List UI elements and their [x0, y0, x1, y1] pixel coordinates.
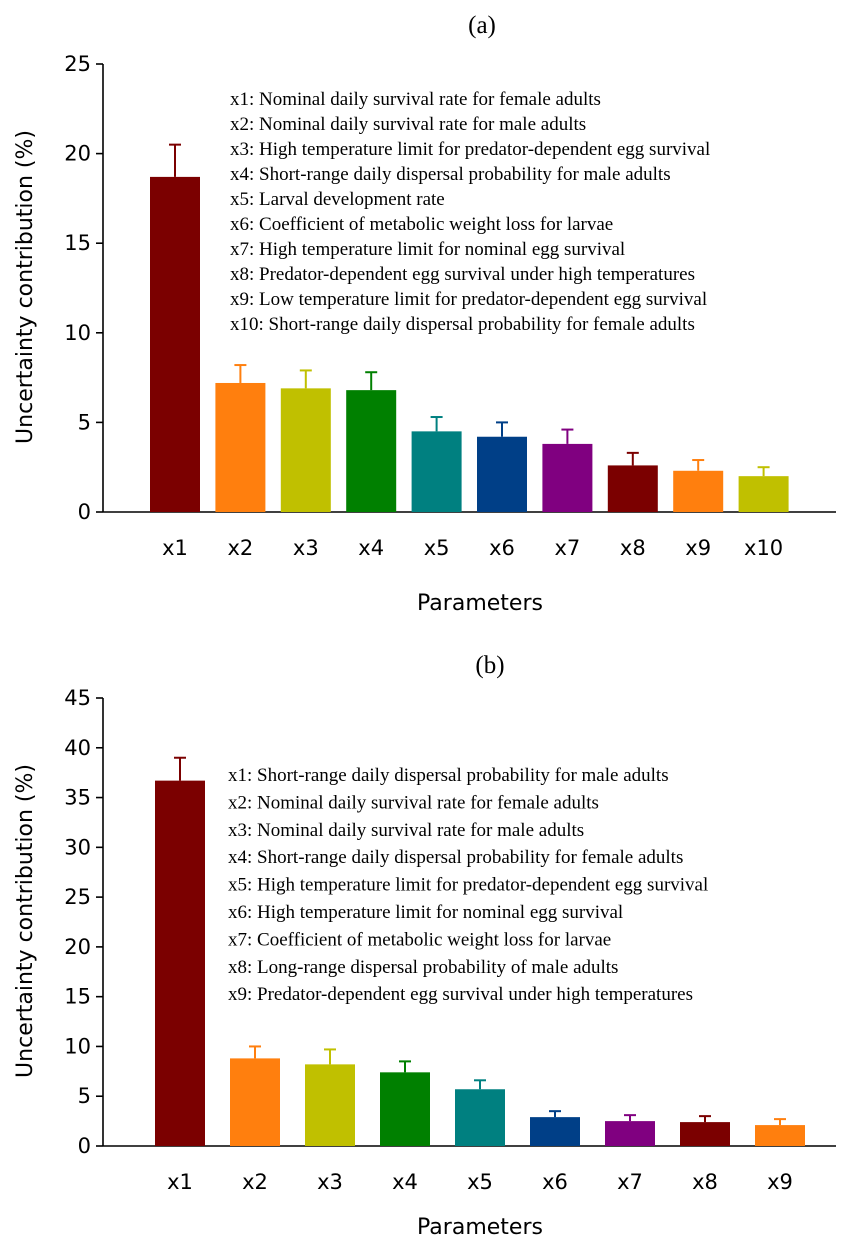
- x-tick-label: x5: [467, 1170, 493, 1194]
- x-tick-label: x4: [358, 536, 384, 560]
- x-tick-label: x2: [242, 1170, 268, 1194]
- legend-entry: x2: Nominal daily survival rate for male…: [230, 114, 586, 135]
- legend-entry: x6: High temperature limit for nominal e…: [228, 902, 623, 923]
- bar-x5: [411, 431, 462, 512]
- legend-entry: x4: Short-range daily dispersal probabil…: [230, 164, 671, 185]
- bar-x3: [280, 388, 331, 512]
- y-tick-label: 20: [64, 142, 91, 166]
- legend-entry: x3: Nominal daily survival rate for male…: [228, 820, 584, 841]
- legend-entry: x9: Predator-dependent egg survival unde…: [228, 984, 693, 1005]
- legend-entry: x10: Short-range daily dispersal probabi…: [230, 314, 695, 335]
- chart-title: (a): [468, 12, 496, 39]
- bar-x3: [305, 1064, 355, 1146]
- y-tick-label: 25: [64, 885, 91, 909]
- x-axis-label: Parameters: [417, 591, 543, 616]
- y-tick-label: 5: [78, 1084, 91, 1108]
- bar-x10: [738, 476, 789, 512]
- legend-entry: x7: Coefficient of metabolic weight loss…: [228, 929, 611, 950]
- x-tick-label: x3: [293, 536, 319, 560]
- x-tick-label: x8: [620, 536, 646, 560]
- bar-x1: [150, 176, 200, 512]
- bar-x4: [380, 1072, 430, 1146]
- y-axis-label: Uncertainty contribution (%): [13, 130, 38, 444]
- legend-entry: x4: Short-range daily dispersal probabil…: [228, 847, 683, 868]
- bar-x8: [607, 465, 658, 512]
- y-tick-label: 10: [64, 1034, 91, 1058]
- x-tick-label: x7: [555, 536, 581, 560]
- x-tick-label: x1: [167, 1170, 193, 1194]
- y-tick-label: 15: [64, 231, 91, 255]
- chart-panel-a: (a) Uncertainty contribution (%) Paramet…: [13, 12, 836, 616]
- x-tick-label: x9: [685, 536, 711, 560]
- y-axis-label: Uncertainty contribution (%): [13, 764, 38, 1078]
- y-tick-label: 0: [78, 1134, 91, 1158]
- x-tick-label: x7: [617, 1170, 643, 1194]
- bar-x7: [605, 1121, 655, 1146]
- bar-x2: [230, 1058, 280, 1146]
- bar-x8: [680, 1122, 730, 1146]
- legend-entry: x3: High temperature limit for predator-…: [230, 139, 710, 160]
- bar-x9: [755, 1125, 805, 1146]
- x-tick-label: x8: [692, 1170, 718, 1194]
- legend-entry: x2: Nominal daily survival rate for fema…: [228, 792, 599, 813]
- y-tick-label: 10: [64, 321, 91, 345]
- legend-entry: x6: Coefficient of metabolic weight loss…: [230, 214, 613, 235]
- chart-title: (b): [475, 652, 504, 679]
- legend-entry: x1: Short-range daily dispersal probabil…: [228, 765, 669, 786]
- x-tick-label: x6: [542, 1170, 568, 1194]
- legend-entry: x7: High temperature limit for nominal e…: [230, 239, 625, 260]
- y-tick-label: 35: [64, 786, 91, 810]
- x-axis-label: Parameters: [417, 1215, 543, 1239]
- legend-entry: x5: High temperature limit for predator-…: [228, 875, 708, 896]
- x-tick-label: x10: [744, 536, 783, 560]
- x-tick-label: x4: [392, 1170, 418, 1194]
- legend-entry: x8: Predator-dependent egg survival unde…: [230, 264, 695, 285]
- legend-entry: x9: Low temperature limit for predator-d…: [230, 289, 707, 310]
- legend-entry: x8: Long-range dispersal probability of …: [228, 957, 618, 978]
- x-tick-label: x9: [767, 1170, 793, 1194]
- bar-x1: [155, 780, 205, 1146]
- y-tick-label: 15: [64, 985, 91, 1009]
- y-tick-label: 30: [64, 835, 91, 859]
- x-tick-label: x5: [424, 536, 450, 560]
- legend-entry: x5: Larval development rate: [230, 189, 445, 210]
- bar-x2: [215, 382, 266, 512]
- chart-panel-b: (b) Uncertainty contribution (%) Paramet…: [13, 652, 836, 1239]
- y-tick-label: 0: [78, 500, 91, 524]
- bar-x7: [542, 443, 593, 512]
- y-tick-label: 20: [64, 935, 91, 959]
- x-tick-label: x2: [228, 536, 254, 560]
- y-tick-label: 40: [64, 736, 91, 760]
- bar-x6: [530, 1117, 580, 1146]
- bar-x4: [346, 390, 397, 512]
- y-tick-label: 25: [64, 52, 91, 76]
- x-tick-label: x3: [317, 1170, 343, 1194]
- bar-x6: [477, 436, 527, 512]
- y-tick-label: 5: [78, 410, 91, 434]
- bar-x5: [455, 1089, 505, 1146]
- legend-entry: x1: Nominal daily survival rate for fema…: [230, 89, 601, 110]
- x-tick-label: x6: [489, 536, 515, 560]
- y-tick-label: 45: [64, 686, 91, 710]
- x-tick-label: x1: [162, 536, 188, 560]
- bar-x9: [673, 470, 724, 512]
